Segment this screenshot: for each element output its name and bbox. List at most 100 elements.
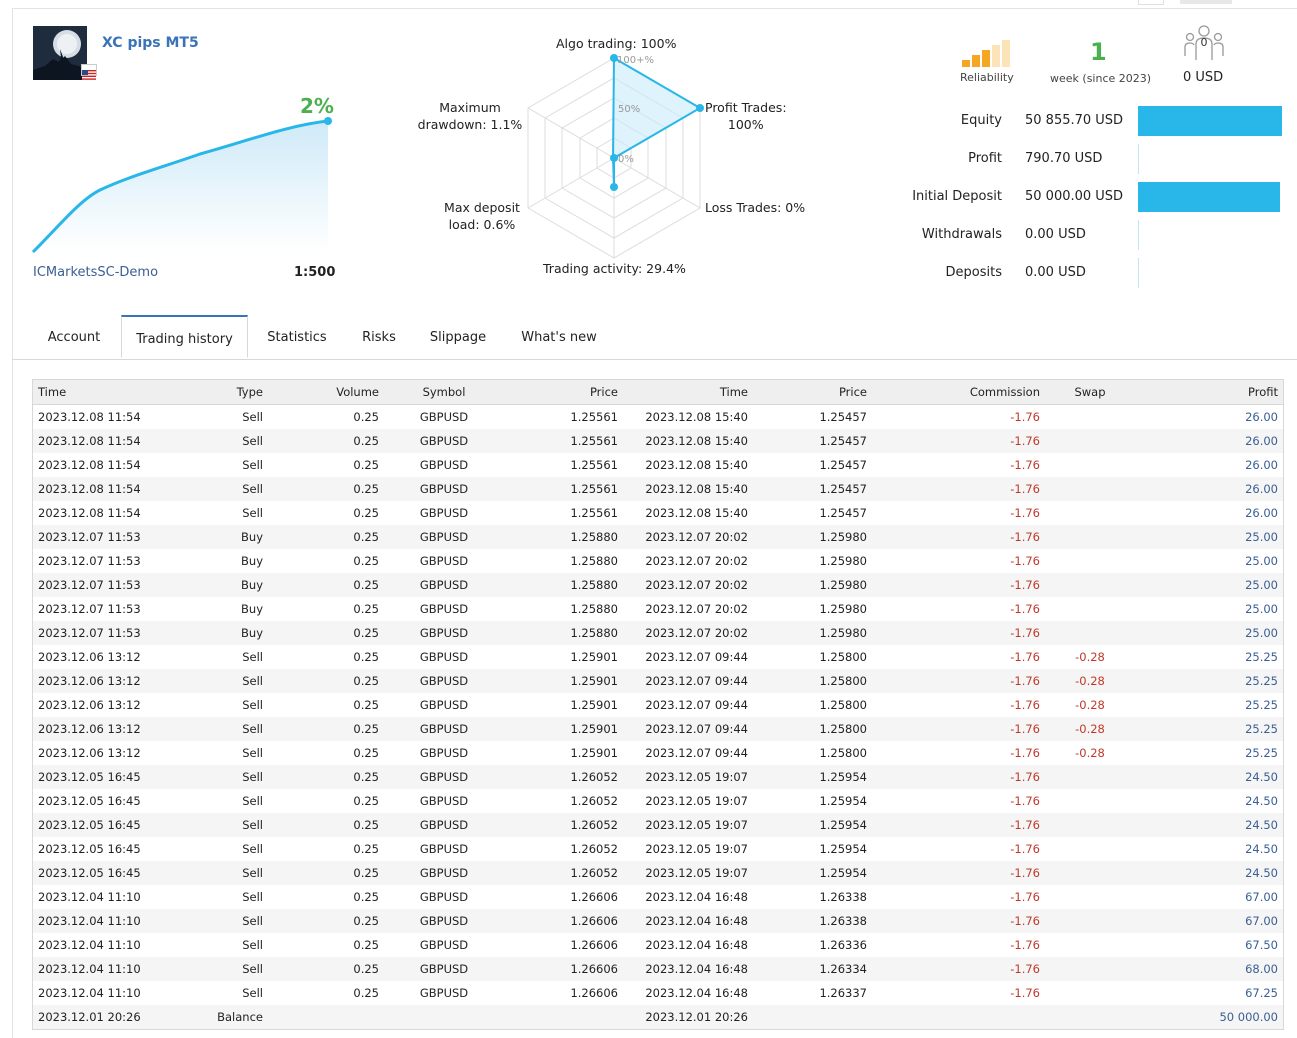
header-swap[interactable]: Swap [1045,380,1135,405]
cell-commission: -1.76 [1010,602,1040,616]
cell-close-time: 2023.12.04 16:48 [645,986,748,1000]
cell-commission: -1.76 [872,717,1045,741]
tab-statistics[interactable]: Statistics [267,330,327,345]
cell-commission: -1.76 [1010,650,1040,664]
cell-profit: 25.25 [1135,717,1283,741]
cell-type: Sell [188,957,268,981]
header-profit[interactable]: Profit [1135,380,1283,405]
cell-close-time: 2023.12.05 19:07 [623,813,753,837]
cell-swap [1045,573,1135,597]
cell-open-price: 1.26606 [570,938,618,952]
cell-close-price: 1.25980 [819,602,867,616]
cell-swap [1045,765,1135,789]
cell-open-price: 1.26606 [504,909,623,933]
cell-volume: 0.25 [353,842,379,856]
cell-commission: -1.76 [1010,698,1040,712]
cell-close-time: 2023.12.04 16:48 [645,938,748,952]
cell-profit: 26.00 [1245,410,1278,424]
header-type[interactable]: Type [188,380,268,405]
cell-volume: 0.25 [268,573,384,597]
tab-account[interactable]: Account [47,330,101,345]
cell-symbol [384,1005,504,1029]
cell-type: Sell [242,842,263,856]
tab-slippage[interactable]: Slippage [429,330,487,345]
cell-open-time: 2023.12.05 16:45 [38,842,141,856]
broker-server-link[interactable]: ICMarketsSC-Demo [33,265,159,280]
stat-row-withdrawals: Withdrawals 0.00 USD [890,220,1290,252]
cell-open-time: 2023.12.06 13:12 [33,669,188,693]
cell-close-price: 1.25457 [753,477,872,501]
top-control-secondary[interactable] [1180,0,1232,4]
cell-volume: 0.25 [268,909,384,933]
cell-volume: 0.25 [353,506,379,520]
cell-symbol: GBPUSD [384,957,504,981]
cell-volume: 0.25 [353,986,379,1000]
cell-commission: -1.76 [1010,890,1040,904]
cell-volume: 0.25 [268,765,384,789]
header-close-price[interactable]: Price [753,380,872,405]
cell-open-time: 2023.12.05 16:45 [33,765,188,789]
avatar-image-icon [33,26,87,80]
table-row: 2023.12.07 11:53 Buy 0.25 GBPUSD 1.25880 2023… [33,597,1283,621]
header-open-price[interactable]: Price [504,380,623,405]
cell-volume: 0.25 [268,717,384,741]
header-close-time[interactable]: Time [623,380,753,405]
table-row: 2023.12.08 11:54 Sell 0.25 GBPUSD 1.25561 202… [33,453,1283,477]
cell-close-time: 2023.12.05 19:07 [645,842,748,856]
stat-label: Initial Deposit [912,189,1002,204]
table-row: 2023.12.06 13:12 Sell 0.25 GBPUSD 1.25901 202… [33,693,1283,717]
growth-line [31,119,329,254]
header-symbol[interactable]: Symbol [384,380,504,405]
table-row: 2023.12.07 11:53 Buy 0.25 GBPUSD 1.25880 2023… [33,549,1283,573]
cell-open-time: 2023.12.06 13:12 [33,717,188,741]
cell-close-price: 1.25954 [819,794,867,808]
cell-symbol: GBPUSD [384,621,504,645]
header-open-time[interactable]: Time [33,380,188,405]
header-commission[interactable]: Commission [872,380,1045,405]
cell-swap: -0.28 [1075,746,1105,760]
cell-close-time: 2023.12.05 19:07 [623,861,753,885]
cell-commission: -1.76 [1010,746,1040,760]
cell-type: Sell [188,717,268,741]
cell-close-price: 1.25457 [819,410,867,424]
table-row: 2023.12.04 11:10 Sell 0.25 GBPUSD 1.26606 202… [33,981,1283,1005]
cell-open-price: 1.25561 [504,429,623,453]
cell-open-time: 2023.12.08 11:54 [38,410,141,424]
cell-profit: 50 000.00 [1135,1005,1283,1029]
cell-close-price: 1.25980 [753,621,872,645]
cell-open-price: 1.26052 [570,842,618,856]
cell-close-price: 1.25954 [753,813,872,837]
radar-label-trading-activity: Trading activity: 29.4% [543,261,686,276]
signal-avatar[interactable] [33,26,87,80]
cell-profit: 25.25 [1245,746,1278,760]
cell-swap [1045,981,1135,1005]
tab-trading-history[interactable]: Trading history [121,315,248,358]
cell-type: Sell [242,650,263,664]
table-header-row: Time Type Volume Symbol Price Time Price… [33,380,1283,405]
top-control[interactable] [1138,0,1164,5]
header-volume[interactable]: Volume [268,380,384,405]
cell-open-price: 1.25561 [504,477,623,501]
cell-volume: 0.25 [268,429,384,453]
cell-profit: 25.00 [1135,621,1283,645]
cell-close-price: 1.25800 [819,650,867,664]
cell-close-time: 2023.12.07 09:44 [645,650,748,664]
tab-whats-new[interactable]: What's new [521,330,597,345]
cell-close-time: 2023.12.07 09:44 [623,717,753,741]
tab-risks[interactable]: Risks [362,330,396,345]
cell-swap: -0.28 [1045,669,1135,693]
cell-open-price: 1.26606 [570,986,618,1000]
cell-profit: 24.50 [1245,794,1278,808]
cell-open-time: 2023.12.01 20:26 [33,1005,188,1029]
cell-type: Sell [242,986,263,1000]
cell-type: Sell [242,746,263,760]
table-row: 2023.12.08 11:54 Sell 0.25 GBPUSD 1.25561 202… [33,501,1283,525]
cell-swap [1045,789,1135,813]
cell-commission: -1.76 [1010,506,1040,520]
cell-symbol: GBPUSD [419,842,469,856]
cell-close-price: 1.25980 [753,573,872,597]
signal-name-link[interactable]: XC pips MT5 [102,35,199,51]
cell-commission: -1.76 [872,669,1045,693]
cell-commission: -1.76 [872,765,1045,789]
table-row: 2023.12.06 13:12 Sell 0.25 GBPUSD 1.25901 202… [33,669,1283,693]
